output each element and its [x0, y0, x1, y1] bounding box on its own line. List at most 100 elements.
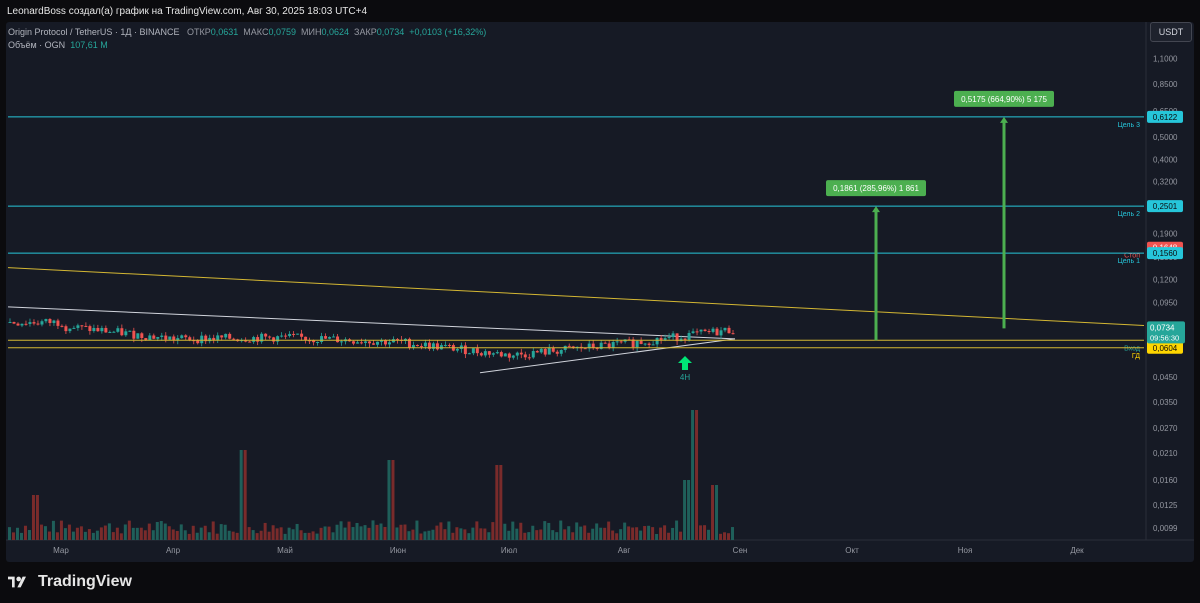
volume-bar: [343, 527, 347, 540]
volume-legend: Объём · OGN 107,61 M: [8, 40, 108, 50]
volume-bar: [631, 527, 635, 540]
symbol-name[interactable]: Origin Protocol / TetherUS · 1Д · BINANC…: [8, 27, 180, 37]
candle-body: [36, 323, 40, 325]
level-label: Цель 1: [1118, 258, 1141, 265]
volume-bar: [87, 529, 91, 540]
candle-body: [687, 333, 691, 341]
candle-body: [116, 328, 120, 332]
volume-bar: [719, 533, 723, 540]
measure-label-text: 0,5175 (664,90%) 5 175: [961, 95, 1047, 104]
volume-bar: [423, 531, 427, 540]
measure-label-box: [954, 90, 1054, 107]
volume-label[interactable]: Объём · OGN: [8, 40, 66, 50]
volume-bar: [519, 522, 523, 540]
volume-bar: [647, 525, 651, 540]
level-label: ГД: [1132, 353, 1140, 360]
candle-body: [56, 320, 60, 326]
candle-body: [304, 336, 308, 341]
volume-bar: [175, 530, 179, 540]
open-label: ОТКР: [187, 27, 211, 37]
candle-body: [615, 341, 619, 343]
candle-body: [364, 341, 368, 343]
volume-bar: [231, 531, 235, 540]
volume-bar: [147, 523, 151, 540]
candle-body: [160, 335, 164, 338]
candle-body: [483, 351, 487, 356]
candle-body: [535, 351, 539, 353]
volume-bar: [207, 532, 211, 540]
volume-bar: [63, 528, 67, 540]
volume-bar: [619, 529, 623, 540]
volume-bar: [655, 533, 659, 540]
volume-bar: [263, 522, 267, 540]
volume-bar: [267, 531, 271, 540]
candle-body: [507, 353, 511, 358]
candle-body: [639, 340, 643, 344]
volume-bar: [671, 527, 675, 540]
volume-bar: [535, 530, 539, 540]
volume-bar: [451, 532, 455, 540]
candle-body: [647, 343, 651, 345]
candle-body: [308, 340, 312, 342]
volume-bar: [563, 529, 567, 540]
candle-body: [643, 343, 647, 345]
volume-bar: [371, 520, 375, 540]
chart-panel[interactable]: [6, 22, 1194, 562]
volume-bar: [395, 527, 399, 540]
tradingview-footer: TradingView: [8, 570, 132, 594]
volume-bar: [195, 532, 199, 540]
candle-body: [523, 354, 527, 358]
volume-bar: [523, 532, 527, 540]
level-price-tag-text: 0,0604: [1153, 344, 1178, 353]
candle-body: [715, 328, 719, 336]
volume-bar: [351, 527, 355, 540]
y-tick-label: 0,0210: [1153, 449, 1178, 458]
up-arrow-icon: [678, 356, 692, 370]
candle-body: [260, 333, 264, 342]
volume-bar: [327, 526, 331, 540]
volume-bar: [679, 531, 683, 540]
candle-body: [499, 352, 503, 357]
measure-arrow-head: [872, 206, 880, 213]
triangle-lower-line: [479, 338, 736, 374]
candle-body: [671, 333, 675, 338]
volume-bar: [275, 528, 279, 540]
y-tick-label: 0,5000: [1153, 133, 1178, 142]
candle-body: [511, 355, 515, 358]
volume-bar: [271, 525, 275, 540]
candle-body: [336, 336, 340, 343]
volume-bar: [155, 521, 159, 540]
volume-bar: [583, 525, 587, 540]
candle-body: [108, 331, 112, 333]
volume-bar: [667, 532, 671, 540]
candle-body: [40, 321, 44, 325]
volume-bar: [59, 520, 63, 540]
volume-bar: [247, 527, 251, 540]
volume-bar: [439, 522, 443, 540]
candle-body: [292, 333, 296, 335]
chart-header: LeonardBoss создал(а) график на TradingV…: [0, 0, 1200, 22]
volume-bar: [415, 520, 419, 540]
last-price-tag: [1147, 321, 1185, 344]
candle-body: [547, 347, 551, 355]
volume-bar: [615, 533, 619, 540]
currency-button[interactable]: USDT: [1150, 22, 1192, 42]
candle-body: [48, 319, 52, 323]
candle-body: [252, 337, 256, 342]
volume-bar: [363, 525, 367, 540]
candle-body: [196, 340, 200, 344]
measure-label-text: 0,1861 (285,96%) 1 861: [833, 184, 919, 193]
volume-bar: [311, 531, 315, 540]
volume-bar: [727, 533, 731, 540]
candle-body: [12, 322, 16, 324]
volume-bar: [151, 530, 155, 540]
volume-bar: [171, 529, 175, 540]
candle-body: [543, 348, 547, 355]
candle-body: [352, 341, 356, 344]
volume-bar: [531, 525, 535, 540]
candle-body: [368, 341, 371, 344]
volume-bar: [251, 530, 255, 540]
volume-bar: [119, 533, 123, 540]
level-price-tag: [1147, 200, 1183, 213]
